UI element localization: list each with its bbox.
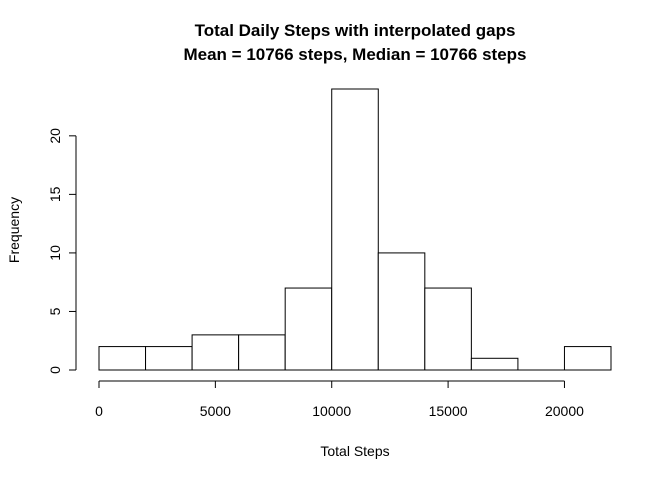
- x-tick-label: 10000: [312, 403, 351, 419]
- bars-group: [98, 88, 612, 371]
- y-tick-label: 5: [47, 307, 63, 315]
- y-axis-label: Frequency: [6, 197, 22, 263]
- histogram-bar: [284, 287, 333, 371]
- histogram-bar: [191, 334, 240, 371]
- histogram-bar: [145, 346, 193, 371]
- x-tick-label: 5000: [200, 403, 231, 419]
- y-tick-label: 20: [47, 128, 63, 144]
- x-tick-label: 0: [95, 403, 103, 419]
- histogram-bar: [98, 346, 147, 371]
- histogram-bar: [238, 334, 286, 371]
- y-tick-label: 0: [47, 366, 63, 374]
- histogram-bar: [331, 88, 379, 371]
- histogram-bar: [470, 357, 519, 371]
- x-axis: 0 5000 10000 15000 20000: [95, 380, 584, 419]
- x-tick-label: 20000: [545, 403, 584, 419]
- y-axis: 0 5 10 15 20: [47, 128, 77, 374]
- chart-title: Total Daily Steps with interpolated gaps: [195, 21, 516, 40]
- histogram-bar: [424, 287, 472, 371]
- histogram-bar: [563, 346, 612, 371]
- x-tick-label: 15000: [429, 403, 468, 419]
- chart-subtitle: Mean = 10766 steps, Median = 10766 steps: [183, 45, 526, 64]
- y-tick-label: 15: [47, 186, 63, 202]
- y-tick-label: 10: [47, 245, 63, 261]
- histogram-bar: [377, 252, 426, 371]
- x-axis-label: Total Steps: [320, 443, 389, 459]
